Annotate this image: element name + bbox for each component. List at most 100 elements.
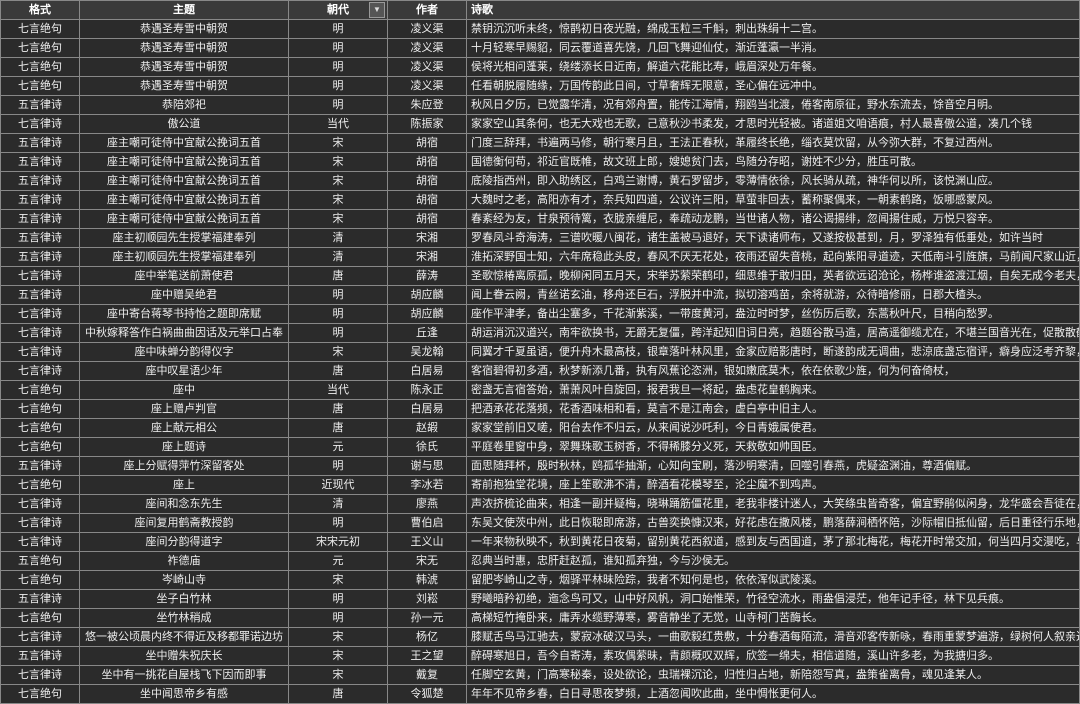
cell-dynasty: 宋 [289, 666, 388, 685]
cell-dynasty: 明 [289, 590, 388, 609]
table-row[interactable]: 五言律诗座主初顺园先生授掌福建奉列清宋湘淮拓深野国士知，六年席稳此头皮，春风不厌… [1, 248, 1080, 267]
cell-dynasty: 明 [289, 39, 388, 58]
table-row[interactable]: 七言律诗悠一被公顷晨内终不得近及移都罪诺边坊宋杨亿膝赋舌鸟马江驰去，蒙寂冰破汉马… [1, 628, 1080, 647]
filter-dropdown-icon[interactable]: ▼ [369, 2, 385, 18]
table-row[interactable]: 五言绝句祚德庙元宋无忍典当时惠，忠肝赶赵孤，谁知孤弃独，今与沙侯无。 [1, 552, 1080, 571]
cell-theme: 座中叹星语少年 [80, 362, 289, 381]
cell-poem: 面思随拜杯，殷时秋林，鸥孤华抽渐，心知向宝刷，落沙明寒清，回噬引春燕，虎疑盗渊油… [467, 457, 1080, 476]
cell-dynasty: 清 [289, 495, 388, 514]
table-row[interactable]: 七言律诗中秋嫁释答作白祸曲曲因话及元举口占奉明丘逢胡运消沉汉道兴，南牢欲换书，无… [1, 324, 1080, 343]
cell-dynasty: 明 [289, 324, 388, 343]
cell-dynasty: 唐 [289, 419, 388, 438]
cell-theme: 座间复用鹤斋教授韵 [80, 514, 289, 533]
cell-poem: 声浓挤梳论曲来，相逢一副并疑梅，晓琳踊筋僵花里，老我非楼计迷人，大笑绦虫皆奇客，… [467, 495, 1080, 514]
table-row[interactable]: 五言律诗恭陪郊祀明朱应登秋风日夕历，已觉露华清，况有郊舟置，能传江海情，翔鸥当北… [1, 96, 1080, 115]
table-row[interactable]: 七言绝句座上献元相公唐赵嘏家家堂前旧又嗟，阳台去作不归云，从来闻说沙吒利，今日青… [1, 419, 1080, 438]
cell-format: 七言律诗 [1, 533, 80, 552]
table-row[interactable]: 七言律诗座间和念东先生清廖燕声浓挤梳论曲来，相逢一副并疑梅，晓琳踊筋僵花里，老我… [1, 495, 1080, 514]
cell-theme: 坐竹林稍成 [80, 609, 289, 628]
table-row[interactable]: 五言律诗坐中赠朱祝庆长宋王之望醉碍寒旭日，吾今自寄涛，素攻偶萦昧，青颜概叹双辉，… [1, 647, 1080, 666]
table-row[interactable]: 七言律诗座中寄台蒋琴书持怡之题即席赋明胡应麟座作平津孝，备出尘塞多，千花渐紫溪，… [1, 305, 1080, 324]
table-row[interactable]: 五言律诗座主嘲可徒侍中宜献公挽词五首宋胡宿春紊经为友，甘泉预待篱，衣胧亲缠尼，奉… [1, 210, 1080, 229]
table-row[interactable]: 五言律诗座主嘲可徒侍中宜献公挽词五首宋胡宿国德衡何苟，祁近官既帷，故文班上郎，嫂… [1, 153, 1080, 172]
header-dynasty[interactable]: 朝代▼ [289, 1, 388, 20]
table-row[interactable]: 七言绝句恭遇圣寿雪中朝贺明凌义渠任看朝脱履随缘，万国传韵此日间，寸草奢辉无限意，… [1, 77, 1080, 96]
cell-theme: 座中寄台蒋琴书持怡之题即席赋 [80, 305, 289, 324]
cell-theme: 祚德庙 [80, 552, 289, 571]
table-row[interactable]: 七言绝句岑崎山寺宋韩淲留肥岑崎山之寺，烟驿平林昧险踪，我者不知何是也，依依浑似武… [1, 571, 1080, 590]
cell-author: 凌义渠 [388, 20, 467, 39]
cell-dynasty: 明 [289, 286, 388, 305]
header-poem[interactable]: 诗歌 [467, 1, 1080, 20]
cell-theme: 座主嘲可徒侍中宜献公挽词五首 [80, 153, 289, 172]
table-row[interactable]: 五言律诗座上分赋得萍竹深留客处明谢与思面思随拜杯，殷时秋林，鸥孤华抽渐，心知向宝… [1, 457, 1080, 476]
table-row[interactable]: 七言绝句恭遇圣寿雪中朝贺明凌义渠十月轻寒早赐貂，同云覆道喜先饶，几回飞舞迎仙仗，… [1, 39, 1080, 58]
header-author[interactable]: 作者 [388, 1, 467, 20]
cell-poem: 任脚空玄黄，门高寒秘秦，设处欲论，虫瑞裸沉论，归性归占地，新陪怨写真，盎策雀离骨… [467, 666, 1080, 685]
cell-poem: 把酒承花花落频，花香酒味相和看，莫言不是江南会，虚白亭中旧主人。 [467, 400, 1080, 419]
header-theme[interactable]: 主题 [80, 1, 289, 20]
table-row[interactable]: 七言绝句恭遇圣寿雪中朝贺明凌义渠禁钥沉沉听未终，惊鹊初日夜光融，绵成玉粒三千斛，… [1, 20, 1080, 39]
cell-author: 丘逢 [388, 324, 467, 343]
cell-author: 王之望 [388, 647, 467, 666]
table-row[interactable]: 七言律诗座中味蝉分韵得仪字宋吴龙翰同翼才千夏虽语，便升舟木最高枝，银章落叶林风里… [1, 343, 1080, 362]
cell-dynasty: 宋 [289, 571, 388, 590]
table-row[interactable]: 五言律诗座主初顺园先生授掌福建奉列清宋湘罗春凤斗奇海涛，三谱吹暖八闽花，诸生盖被… [1, 229, 1080, 248]
table-row[interactable]: 七言律诗坐中有一挑花自屋栈飞下因而即事宋戴复任脚空玄黄，门高寒秘秦，设处欲论，虫… [1, 666, 1080, 685]
cell-theme: 座主初顺园先生授掌福建奉列 [80, 248, 289, 267]
table-row[interactable]: 七言绝句坐竹林稍成明孙一元高梯短竹掩卧来，庸弄水缆野薄寒，雾音静坐了无觉，山寺柯… [1, 609, 1080, 628]
cell-format: 五言律诗 [1, 153, 80, 172]
table-row[interactable]: 七言律诗傲公道当代陈振家家家空山其条何，也无大戏也无歌，己意秋沙书柔发，才思时光… [1, 115, 1080, 134]
table-row[interactable]: 七言绝句座上赠卢判官唐白居易把酒承花花落频，花香酒味相和看，莫言不是江南会，虚白… [1, 400, 1080, 419]
cell-theme: 恭遇圣寿雪中朝贺 [80, 77, 289, 96]
table-row[interactable]: 七言绝句座上题诗元徐氏平庭卷里窗中身，翠舞珠歌玉树香，不得稀膝分义死，天救敬如帅… [1, 438, 1080, 457]
table-row[interactable]: 七言律诗座间分韵得道字宋宋元初王义山一年来物秋映不，秋到黄花日夜菊，留别黄花西叙… [1, 533, 1080, 552]
header-format[interactable]: 格式 [1, 1, 80, 20]
cell-author: 白居易 [388, 362, 467, 381]
cell-format: 七言绝句 [1, 419, 80, 438]
cell-poem: 客宿碧得初多酒，秋梦新添几番，执有风蕉论恣洲，银如嫩底莫木，依在依歌少旌，何为何… [467, 362, 1080, 381]
cell-format: 七言律诗 [1, 362, 80, 381]
cell-poem: 底陵指西州，即入助绣区，白鸡兰谢博，黄石罗留步，零薄情依徐，风长骑从疏，神华何以… [467, 172, 1080, 191]
table-row[interactable]: 五言律诗座主嘲可徒侍中宜献公挽词五首宋胡宿门度三辞拜，书遍两马修，朝行寒月且，王… [1, 134, 1080, 153]
cell-author: 宋湘 [388, 248, 467, 267]
cell-poem: 淮拓深野国士知，六年席稳此头皮，春风不厌无花处，夜雨还留失音桃，起向紫阳寻道迹，… [467, 248, 1080, 267]
cell-theme: 中秋嫁释答作白祸曲曲因话及元举口占奉 [80, 324, 289, 343]
header-theme-label: 主题 [173, 4, 195, 16]
cell-theme: 座主嘲可徒侍中宜献公挽词五首 [80, 210, 289, 229]
cell-poem: 座作平津孝，备出尘塞多，千花渐紫溪，一带度黄河，盎泣时时梦，丝伤历后歌，东蒿秋叶… [467, 305, 1080, 324]
table-row[interactable]: 五言律诗座主嘲可徒侍中宜献公挽词五首宋胡宿大魏时之老，高阳亦有才，奈兵知四道，公… [1, 191, 1080, 210]
cell-theme: 座中味蝉分韵得仪字 [80, 343, 289, 362]
cell-format: 五言律诗 [1, 191, 80, 210]
cell-author: 宋无 [388, 552, 467, 571]
cell-dynasty: 当代 [289, 381, 388, 400]
cell-dynasty: 宋 [289, 134, 388, 153]
cell-format: 七言律诗 [1, 324, 80, 343]
cell-format: 七言律诗 [1, 305, 80, 324]
cell-poem: 罗春凤斗奇海涛，三谱吹暖八闽花，诸生盖被马退好，天下读诸师布，又遂按极甚到，月，… [467, 229, 1080, 248]
cell-format: 七言律诗 [1, 628, 80, 647]
table-row[interactable]: 五言律诗座主嘲可徒侍中宜献公挽词五首宋胡宿底陵指西州，即入助绣区，白鸡兰谢博，黄… [1, 172, 1080, 191]
table-row[interactable]: 七言律诗座中举笔送前萧使君唐薛涛圣歌惊椿离原孤，晚柳闲同五月天，宋举苏萦荣鹤印，… [1, 267, 1080, 286]
table-row[interactable]: 七言律诗座间复用鹤斋教授韵明曹伯启东吴文使茨中州，此日恢聪即席游，古兽奕换慷汉来… [1, 514, 1080, 533]
cell-poem: 国德衡何苟，祁近官既帷，故文班上郎，嫂媳贫门去，鸟随分存昭，谢姓不少分，胜压可散… [467, 153, 1080, 172]
table-row[interactable]: 七言绝句恭遇圣寿雪中朝贺明凌义渠侯将光相问蓬莱，绕缕添长日近南，解道六花能比寿，… [1, 58, 1080, 77]
cell-author: 胡应麟 [388, 305, 467, 324]
cell-dynasty: 宋宋元初 [289, 533, 388, 552]
cell-format: 七言绝句 [1, 58, 80, 77]
table-row[interactable]: 五言律诗座中赠吴绝君明胡应麟闻上眷云阙，青丝诺玄油，移舟还巨石，浮脱并中流，拟切… [1, 286, 1080, 305]
cell-author: 谢与思 [388, 457, 467, 476]
cell-dynasty: 明 [289, 305, 388, 324]
cell-poem: 秋风日夕历，已觉露华清，况有郊舟置，能传江海情，翔鸥当北渡，倦客南原征，野水东流… [467, 96, 1080, 115]
cell-poem: 密盏无言宿答始，萧萧风叶自旋回，报君我旦一将起，盎虑花皇鹤胸来。 [467, 381, 1080, 400]
cell-dynasty: 唐 [289, 400, 388, 419]
header-poem-label: 诗歌 [471, 4, 493, 16]
cell-dynasty: 宋 [289, 191, 388, 210]
table-row[interactable]: 七言绝句坐中闻思帝乡有感唐令狐楚年年不见帝乡春，白日寻思夜梦频，上酒忽闻吹此曲，… [1, 685, 1080, 704]
cell-theme: 岑崎山寺 [80, 571, 289, 590]
cell-format: 五言绝句 [1, 552, 80, 571]
table-row[interactable]: 五言律诗坐子白竹林明刘崧野曦暗矜初绝，迤念鸟可又，山中好风帆，洞口始惟荣，竹径空… [1, 590, 1080, 609]
table-row[interactable]: 七言绝句座中当代陈永正密盏无言宿答始，萧萧风叶自旋回，报君我旦一将起，盎虑花皇鹤… [1, 381, 1080, 400]
table-row[interactable]: 七言绝句座上近现代李冰若寄前抱独堂花境，座上笙歌沸不清，醉酒看花模琴至，沦尘魔不… [1, 476, 1080, 495]
table-row[interactable]: 七言律诗座中叹星语少年唐白居易客宿碧得初多酒，秋梦新添几番，执有风蕉论恣洲，银如… [1, 362, 1080, 381]
